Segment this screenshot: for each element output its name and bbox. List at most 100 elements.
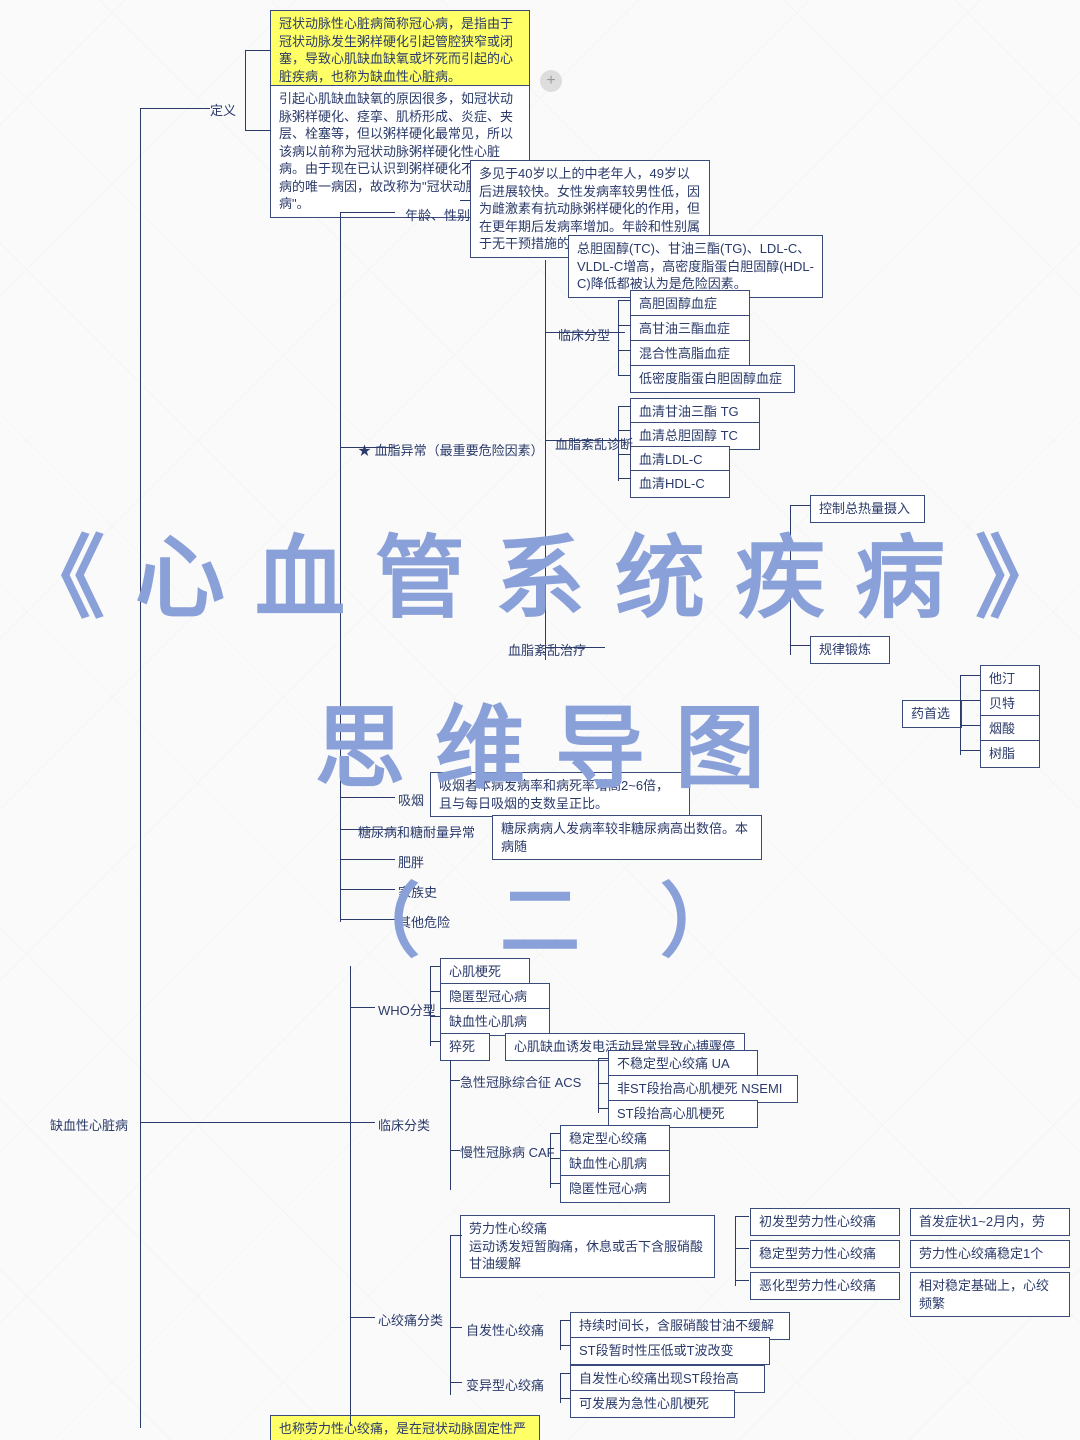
- branch-label: 慢性冠脉病 CAF: [460, 1142, 555, 1161]
- overlay-title-row-3: （二）: [0, 840, 1080, 990]
- branch-label: 心绞痛分类: [378, 1310, 443, 1329]
- connector: [245, 50, 270, 51]
- branch-label: 临床分型: [558, 325, 610, 344]
- overlay-char: 统: [600, 500, 720, 640]
- overlay-char: 导: [540, 670, 660, 810]
- connector: [618, 454, 630, 455]
- mindmap-canvas: { "colors":{"border":"#3a4a7a","text":"#…: [0, 0, 1080, 1440]
- connector: [430, 991, 440, 992]
- connector: [550, 1183, 560, 1184]
- connector: [618, 325, 630, 326]
- overlay-char: ）: [620, 840, 780, 990]
- connector: [598, 1058, 599, 1113]
- connector: [245, 130, 270, 131]
- connector: [598, 1058, 608, 1059]
- connector: [340, 447, 395, 448]
- connector: [598, 1083, 608, 1084]
- mindmap-node[interactable]: 隐匿性冠心病: [560, 1175, 670, 1203]
- connector: [618, 478, 630, 479]
- overlay-char: （: [300, 840, 460, 990]
- add-node-button[interactable]: +: [540, 70, 562, 92]
- mindmap-node[interactable]: 恶化型劳力性心绞痛: [750, 1272, 900, 1300]
- mindmap-node[interactable]: 总胆固醇(TC)、甘油三酯(TG)、LDL-C、VLDL-C增高，高密度脂蛋白胆…: [568, 235, 823, 298]
- mindmap-node[interactable]: 缺血性心肌病: [560, 1150, 670, 1178]
- mindmap-node[interactable]: 低密度脂蛋白胆固醇血症: [630, 365, 795, 393]
- connector: [450, 1382, 462, 1383]
- mindmap-node[interactable]: 也称劳力性心绞痛，是在冠状动脉固定性严重狭窄基础上，由于心肌负荷增加引起心肌急剧…: [270, 1415, 540, 1440]
- connector: [545, 332, 625, 333]
- connector: [140, 1122, 350, 1123]
- connector: [618, 406, 619, 481]
- overlay-char: 系: [480, 500, 600, 640]
- branch-label: 血脂紊乱治疗: [508, 640, 586, 659]
- connector: [450, 1235, 462, 1236]
- connector: [430, 1041, 440, 1042]
- branch-label: 年龄、性别: [405, 205, 470, 224]
- connector: [550, 1133, 560, 1134]
- overlay-char: 疾: [720, 500, 840, 640]
- mindmap-node[interactable]: ST段抬高心肌梗死: [608, 1100, 758, 1128]
- mindmap-node[interactable]: 非ST段抬高心肌梗死 NSEMI: [608, 1075, 798, 1103]
- mindmap-node[interactable]: 相对稳定基础上，心绞频繁: [910, 1272, 1070, 1317]
- branch-label: WHO分型: [378, 1000, 436, 1019]
- mindmap-node[interactable]: 冠状动脉性心脏病简称冠心病，是指由于冠状动脉发生粥样硬化引起管腔狭窄或闭塞，导致…: [270, 10, 530, 90]
- connector: [618, 300, 619, 375]
- connector: [735, 1216, 736, 1286]
- connector: [340, 212, 395, 213]
- mindmap-node[interactable]: 稳定型劳力性心绞痛: [750, 1240, 900, 1268]
- branch-label: 临床分类: [378, 1115, 430, 1134]
- connector: [618, 350, 630, 351]
- connector: [550, 1158, 560, 1159]
- mindmap-node[interactable]: 稳定型心绞痛: [560, 1125, 670, 1153]
- connector: [450, 1327, 462, 1328]
- mindmap-node[interactable]: 自发性心绞痛出现ST段抬高: [570, 1365, 765, 1393]
- connector: [618, 406, 630, 407]
- mindmap-node[interactable]: 血清HDL-C: [630, 470, 730, 498]
- connector: [545, 440, 625, 441]
- connector: [790, 645, 810, 646]
- connector: [350, 1122, 375, 1123]
- connector: [618, 300, 630, 301]
- overlay-char: 思: [300, 670, 420, 810]
- overlay-char: 图: [660, 670, 780, 810]
- mindmap-node[interactable]: 规律锻炼: [810, 636, 890, 664]
- mindmap-node[interactable]: 可发展为急性心肌梗死: [570, 1390, 735, 1418]
- connector: [450, 1080, 460, 1081]
- overlay-title-row-1: 《心血管系统疾病》: [0, 500, 1080, 640]
- mindmap-node[interactable]: 混合性高脂血症: [630, 340, 750, 368]
- mindmap-node[interactable]: 高胆固醇血症: [630, 290, 750, 318]
- connector: [618, 430, 630, 431]
- connector: [735, 1248, 749, 1249]
- branch-label: ★ 血脂异常（最重要危险因素）: [358, 440, 544, 459]
- overlay-char: 病: [840, 500, 960, 640]
- branch-label: 血脂紊乱诊断: [555, 434, 633, 453]
- overlay-title-row-2: 思维导图: [0, 670, 1080, 810]
- overlay-char: 血: [240, 500, 360, 640]
- connector: [735, 1216, 749, 1217]
- mindmap-node[interactable]: 劳力性心绞痛 运动诱发短暂胸痛，休息或舌下含服硝酸甘油缓解: [460, 1215, 715, 1278]
- branch-label: 自发性心绞痛: [466, 1320, 544, 1339]
- mindmap-node[interactable]: ST段暂时性压低或T波改变: [570, 1337, 770, 1365]
- connector: [618, 375, 630, 376]
- mindmap-node[interactable]: 首发症状1~2月内，劳: [910, 1208, 1070, 1236]
- connector: [598, 1108, 608, 1109]
- connector: [560, 1398, 570, 1399]
- mindmap-node[interactable]: 初发型劳力性心绞痛: [750, 1208, 900, 1236]
- overlay-char: 》: [960, 500, 1080, 640]
- overlay-char: 管: [360, 500, 480, 640]
- mindmap-node[interactable]: 不稳定型心绞痛 UA: [608, 1050, 758, 1078]
- connector: [460, 200, 470, 201]
- branch-label: 糖尿病和糖耐量异常: [358, 822, 475, 841]
- mindmap-node[interactable]: 持续时间长，含服硝酸甘油不缓解: [570, 1312, 790, 1340]
- connector: [545, 647, 605, 648]
- connector: [450, 1235, 451, 1395]
- mindmap-node[interactable]: 缺血性心肌病: [440, 1008, 550, 1036]
- mindmap-node[interactable]: 高甘油三酯血症: [630, 315, 750, 343]
- branch-label: 缺血性心脏病: [50, 1115, 128, 1134]
- branch-label: 定义: [210, 100, 236, 119]
- connector: [560, 1373, 570, 1374]
- mindmap-node[interactable]: 劳力性心绞痛稳定1个: [910, 1240, 1070, 1268]
- connector: [560, 1345, 570, 1346]
- mindmap-node[interactable]: 猝死: [440, 1033, 490, 1061]
- connector: [450, 1150, 460, 1151]
